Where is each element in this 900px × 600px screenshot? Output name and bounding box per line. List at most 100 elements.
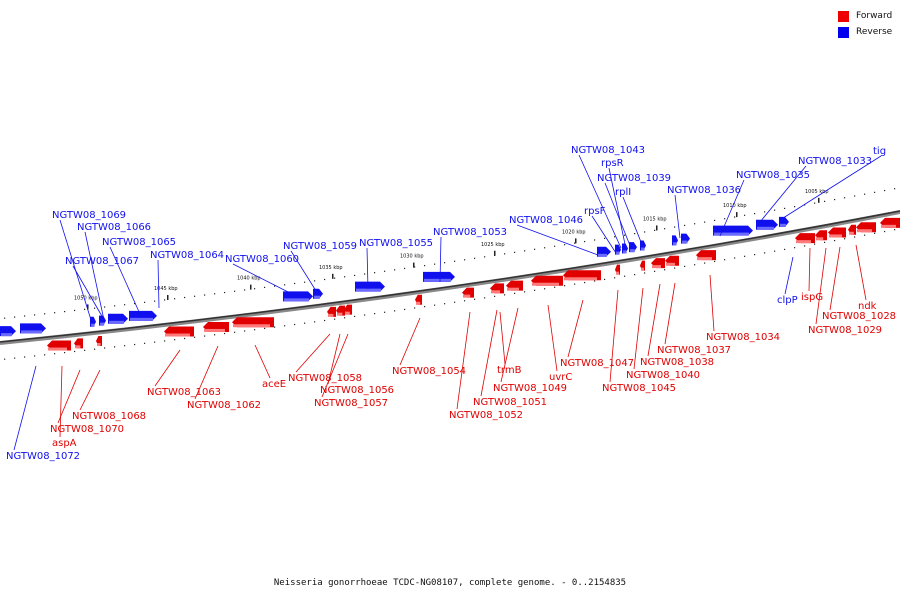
scale-label: 1045 kbp <box>154 286 178 292</box>
tick-dot <box>284 284 286 286</box>
tick-dot <box>114 305 116 307</box>
legend-reverse: Reverse <box>838 24 892 40</box>
reverse-gene-label: NGTW08_1033 <box>798 156 872 167</box>
tick-dot <box>674 226 676 228</box>
gene-arrow-shade <box>616 251 620 255</box>
tick-dot <box>74 309 76 312</box>
forward-gene-label: NGTW08_1052 <box>449 410 523 421</box>
gene-arrow-shade <box>345 311 350 315</box>
tick-dot <box>594 239 596 241</box>
tick-dot <box>4 358 6 360</box>
tick-dot <box>434 263 436 265</box>
tick-dot <box>664 269 666 271</box>
tick-dot <box>364 273 366 275</box>
label-leader <box>815 247 827 325</box>
gene-arrow-shade <box>100 322 105 326</box>
major-tick <box>818 197 820 203</box>
tick-dot <box>694 264 696 266</box>
tick-dot <box>754 254 756 256</box>
tick-dot <box>194 295 196 297</box>
label-leader <box>547 304 558 372</box>
reverse-gene-label: NGTW08_1039 <box>597 173 671 184</box>
forward-gene-label: NGTW08_1054 <box>392 366 466 377</box>
tick-dot <box>354 315 356 318</box>
tick-dot <box>754 213 756 215</box>
gene-arrow-shade <box>463 294 471 298</box>
tick-dot <box>484 256 486 258</box>
forward-gene-label: NGTW08_1049 <box>493 383 567 394</box>
tick-dot <box>444 262 446 264</box>
label-leader <box>808 247 811 292</box>
forward-gene-label: NGTW08_1029 <box>808 325 882 336</box>
forward-gene-label: NGTW08_1028 <box>822 311 896 322</box>
tick-dot <box>564 244 566 246</box>
tick-dot <box>664 228 666 230</box>
label-leader <box>456 311 471 410</box>
genome-backbone <box>0 210 900 345</box>
tick-dot <box>34 314 36 316</box>
gene-arrow-shade <box>204 328 225 332</box>
gene-features <box>0 216 900 351</box>
gene-arrow-shade <box>416 301 421 305</box>
tick-dot <box>224 291 226 294</box>
tick-dot <box>254 329 256 331</box>
tick-dot <box>744 255 746 257</box>
legend-reverse-label: Reverse <box>856 27 893 37</box>
tick-dot <box>824 200 826 202</box>
label-leader <box>109 246 141 315</box>
tick-dot <box>894 229 896 231</box>
label-leader <box>709 274 715 332</box>
label-leader <box>578 154 622 249</box>
tick-dot <box>764 211 766 213</box>
label-leader <box>500 307 519 383</box>
gene-arrow-shade <box>109 320 124 324</box>
tick-row-upper <box>4 188 896 319</box>
label-leader <box>604 182 632 249</box>
gene-arrow-shade <box>165 333 190 337</box>
reverse-gene-label: NGTW08_1072 <box>6 451 80 462</box>
label-leader <box>13 365 37 451</box>
scale-label: 1030 kbp <box>400 254 424 260</box>
tick-dot <box>24 315 26 317</box>
tick-dot <box>474 298 476 300</box>
tick-dot <box>824 241 826 243</box>
gene-arrow-shade <box>849 231 854 235</box>
tick-dot <box>494 295 496 297</box>
gene-arrow-shade <box>130 317 153 321</box>
tick-dot <box>274 326 276 328</box>
tick-dot <box>784 248 786 251</box>
tick-dot <box>314 280 316 282</box>
scale-label: 1020 kbp <box>562 229 586 235</box>
tick-dot <box>834 239 836 242</box>
tick-dot <box>584 281 586 284</box>
scale-label: 1050 kbp <box>74 295 98 301</box>
tick-dot <box>674 267 676 269</box>
tick-dot <box>124 304 126 306</box>
gene-arrow-shade <box>652 265 661 269</box>
forward-gene-label: ndk <box>858 301 877 312</box>
tick-dot <box>834 198 836 201</box>
gene-arrow-shade <box>757 226 774 230</box>
tick-dot <box>164 299 166 301</box>
tick-dot <box>814 202 816 204</box>
tick-dot <box>384 311 386 313</box>
gene-arrow-shade <box>829 234 842 238</box>
forward-gene-label: NGTW08_1034 <box>706 332 780 343</box>
tick-dot <box>864 193 866 195</box>
gene-arrow-shade <box>697 257 712 261</box>
forward-gene-label: ispG <box>801 292 823 303</box>
tick-dot <box>454 301 456 303</box>
tick-dot <box>744 214 746 216</box>
tick-dot <box>874 191 876 193</box>
reverse-gene-label: rplI <box>615 187 631 198</box>
reverse-gene-label: NGTW08_1064 <box>150 250 224 261</box>
label-leader <box>622 196 644 248</box>
major-tick <box>575 238 577 244</box>
tick-dot <box>304 322 306 324</box>
gene-arrow-shade <box>97 343 101 347</box>
label-leader <box>609 289 619 383</box>
tick-dot <box>174 339 176 341</box>
gene-arrow-shade <box>598 253 607 257</box>
reverse-gene-label: NGTW08_1060 <box>225 254 299 265</box>
gene-arrow-shade <box>75 345 81 349</box>
